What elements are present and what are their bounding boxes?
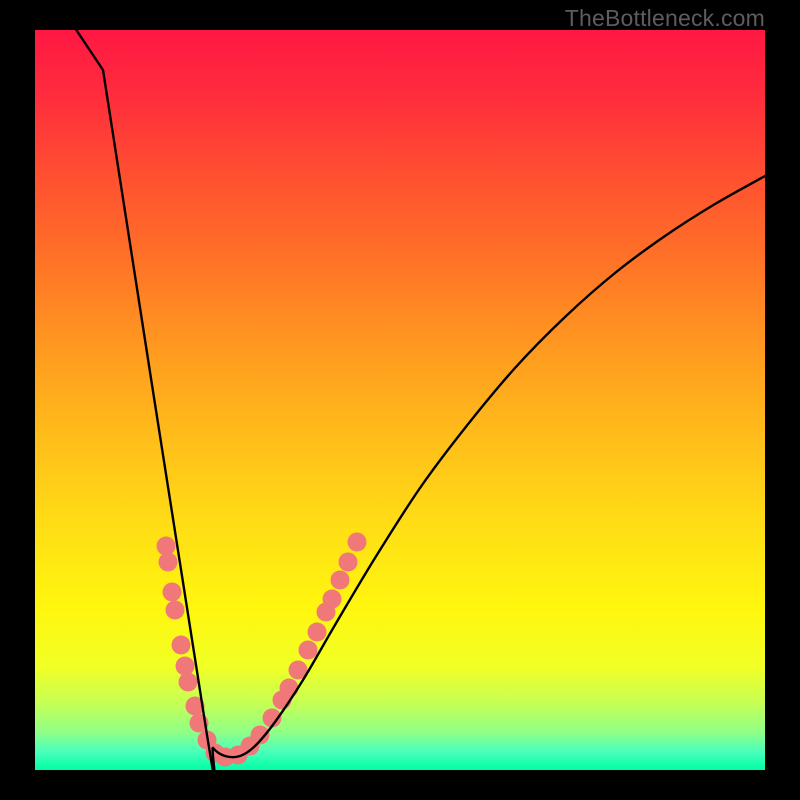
marker-dot [166, 601, 185, 620]
marker-dot [163, 583, 182, 602]
marker-dot [299, 641, 318, 660]
marker-dot [172, 636, 191, 655]
plot-area [35, 30, 765, 770]
marker-dot [280, 679, 299, 698]
chart-svg [35, 30, 765, 770]
marker-dot [159, 553, 178, 572]
marker-dot [157, 537, 176, 556]
marker-dot [308, 623, 327, 642]
marker-dot [179, 673, 198, 692]
watermark-text: TheBottleneck.com [565, 5, 765, 32]
chart-frame: TheBottleneck.com [0, 0, 800, 800]
marker-dot [331, 571, 350, 590]
marker-dot [323, 590, 342, 609]
marker-dot [339, 553, 358, 572]
gradient-background [35, 30, 765, 770]
marker-dot [348, 533, 367, 552]
marker-dot [176, 657, 195, 676]
